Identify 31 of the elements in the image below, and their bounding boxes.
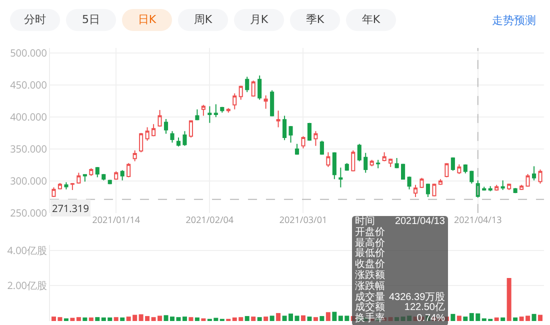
- y-tick-label: 350.000: [10, 142, 48, 156]
- text: 季K: [290, 9, 340, 31]
- x-tick-label: 2021/01/14: [92, 213, 140, 226]
- annotation: 收盘价: [355, 259, 385, 270]
- text: 开盘价: [355, 226, 385, 238]
- annotation: 最低价: [355, 248, 385, 260]
- annotation: 最高价: [355, 238, 385, 249]
- text: 日K: [122, 9, 172, 31]
- text: 年K: [346, 9, 396, 31]
- text: 时间 2021/04/13: [355, 216, 445, 227]
- text: 换手率 0.74%: [355, 313, 445, 324]
- text: 分时: [10, 9, 60, 31]
- y-tick-label: 250.000: [10, 206, 48, 220]
- text: 成交额 122.50亿: [355, 302, 445, 314]
- x-tick-label: 2021/02/04: [186, 213, 234, 226]
- y-tick-label: 300.000: [10, 174, 48, 188]
- y-tick-label: 4.00亿股: [7, 242, 47, 257]
- text: 月K: [234, 9, 284, 31]
- ref-line-label: 271.319: [52, 201, 90, 215]
- annotation: 涨跌额: [355, 270, 385, 281]
- x-tick-label: 2021/04/13: [454, 213, 502, 226]
- y-tick-label: 450.000: [10, 78, 48, 92]
- y-tick-label: 2.00亿股: [7, 278, 47, 292]
- text: 5日: [66, 9, 116, 31]
- text: 周K: [178, 9, 228, 31]
- y-tick-label: 500.000: [10, 46, 48, 60]
- annotation: 涨跌幅: [355, 280, 385, 292]
- annotation: 成交量 4326.39万股: [355, 292, 446, 303]
- x-tick-label: 2021/03/01: [279, 213, 328, 226]
- y-tick-label: 400.000: [10, 110, 48, 124]
- text: 走势预测: [492, 12, 536, 28]
